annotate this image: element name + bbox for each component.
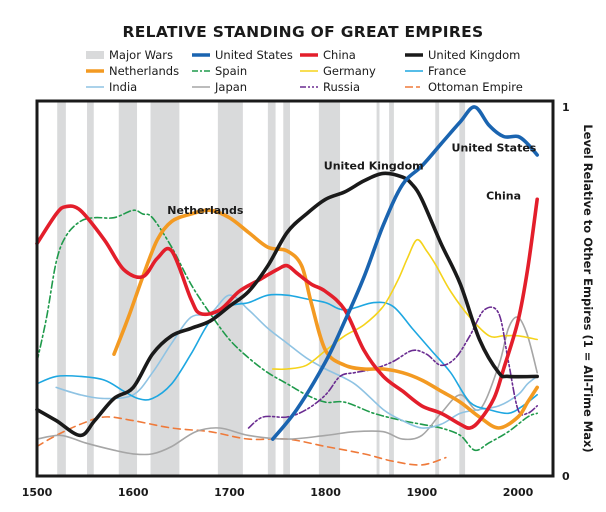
x-tick-2000: 2000 [503, 486, 534, 499]
series-line-united-kingdom [35, 171, 539, 438]
legend-label-spain: Spain [215, 64, 247, 78]
legend: Major Wars United States China United Kingd… [86, 48, 523, 94]
series-line-ottoman-empire [36, 416, 447, 466]
x-tick-1900: 1900 [406, 486, 437, 499]
major-war-bands [57, 101, 466, 476]
war-band-1552-1559 [87, 101, 94, 476]
legend-item-japan: Japan [192, 80, 247, 94]
legend-item-major-wars: Major Wars [86, 48, 173, 62]
legend-label-united-kingdom: United Kingdom [428, 48, 520, 62]
war-band-1866-1871 [389, 101, 394, 476]
legend-item-russia: Russia [300, 80, 360, 94]
war-band-1618-1648 [150, 101, 180, 476]
x-axis-ticks: 1500 1600 1700 1800 1900 2000 [22, 486, 534, 499]
annotation-netherlands: Netherlands [167, 204, 244, 217]
legend-item-france: France [405, 64, 466, 78]
series-line-netherlands [112, 208, 539, 430]
legend-item-china: China [300, 48, 356, 62]
legend-label-major-wars: Major Wars [109, 48, 173, 62]
legend-item-spain: Spain [192, 64, 247, 78]
legend-label-united-states: United States [215, 48, 293, 62]
legend-item-india: India [86, 80, 137, 94]
war-band-1521-1530 [57, 101, 66, 476]
war-band-1756-1763 [283, 101, 291, 476]
y-axis-label: Level Relative to Other Empires (1 = All… [581, 124, 595, 452]
series-line-spain [36, 209, 538, 452]
war-band-1585-1604 [118, 101, 138, 476]
legend-item-germany: Germany [300, 64, 376, 78]
legend-label-russia: Russia [323, 80, 360, 94]
y-tick-0: 0 [562, 470, 570, 483]
legend-label-china: China [323, 48, 356, 62]
legend-item-netherlands: Netherlands [86, 64, 179, 78]
legend-label-germany: Germany [323, 64, 376, 78]
legend-item-united-kingdom: United Kingdom [405, 48, 520, 62]
series-line-united-states [270, 105, 539, 441]
war-band-1688-1714 [217, 101, 243, 476]
series-line-germany [271, 238, 538, 371]
annotation-united-states: United States [452, 141, 537, 154]
series-line-china [35, 197, 539, 430]
series-line-japan [36, 316, 538, 456]
annotation-united-kingdom: United Kingdom [324, 160, 424, 173]
y-tick-1: 1 [562, 101, 570, 114]
series-lines [35, 105, 539, 466]
legend-swatch-major-wars [86, 51, 104, 59]
plot-frame [35, 99, 555, 478]
x-tick-1500: 1500 [22, 486, 53, 499]
legend-label-netherlands: Netherlands [109, 64, 179, 78]
legend-label-japan: Japan [214, 80, 247, 94]
x-tick-1600: 1600 [118, 486, 149, 499]
series-line-france [36, 293, 538, 415]
legend-label-france: France [428, 64, 466, 78]
legend-label-india: India [109, 80, 137, 94]
chart-title: RELATIVE STANDING OF GREAT EMPIRES [123, 23, 484, 41]
legend-item-ottoman-empire: Ottoman Empire [405, 80, 523, 94]
x-tick-1700: 1700 [214, 486, 245, 499]
series-line-india [55, 294, 538, 429]
y-axis-ticks: 01 [562, 101, 570, 483]
war-band-1853-1856 [376, 101, 380, 476]
x-tick-1800: 1800 [310, 486, 341, 499]
legend-item-united-states: United States [192, 48, 293, 62]
legend-label-ottoman-empire: Ottoman Empire [428, 80, 523, 94]
war-band-1914-1918 [435, 101, 440, 476]
annotation-china: China [486, 189, 521, 202]
annotations: Netherlands United Kingdom United States Ch… [167, 141, 537, 217]
war-band-1740-1748 [267, 101, 276, 476]
